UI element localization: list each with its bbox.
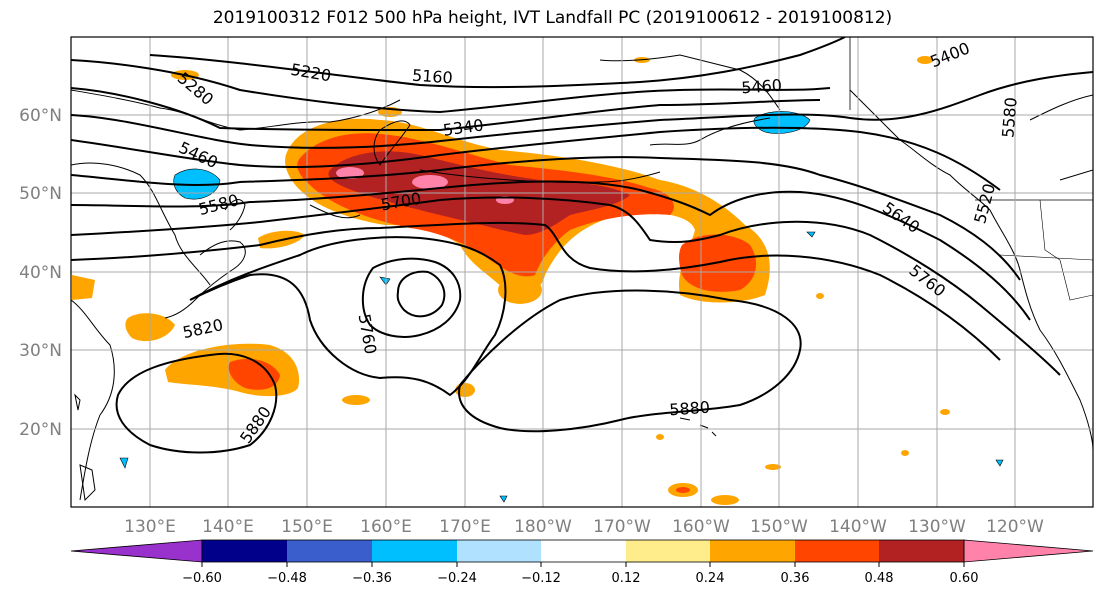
colorbar-segment (879, 540, 964, 562)
map-title: 2019100312 F012 500 hPa height, IVT Land… (212, 8, 893, 28)
lat-label: 50°N (19, 184, 62, 204)
colorbar-extend-right (963, 539, 1094, 563)
lon-label: 150°W (750, 517, 808, 537)
lat-label: 60°N (19, 106, 62, 126)
colorbar-extend-left (70, 539, 203, 563)
contour-label: 5880 (669, 398, 711, 420)
lat-label: 20°N (19, 420, 62, 440)
lon-label: 120°W (986, 517, 1044, 537)
longitude-labels: 130°E 140°E 150°E 160°E 170°E 180°W 170°… (124, 517, 1044, 537)
lat-label: 40°N (19, 263, 62, 283)
colorbar-tick: −0.48 (267, 571, 307, 586)
colorbar-tick: −0.36 (352, 571, 392, 586)
lon-label: 160°W (672, 517, 730, 537)
colorbar-segment (372, 540, 457, 562)
lat-label: 30°N (19, 341, 62, 361)
lon-label: 160°E (360, 517, 412, 537)
colorbar-tick: 0.48 (865, 571, 894, 586)
colorbar-segment (202, 540, 287, 562)
colorbar: −0.60 −0.48 −0.36 −0.24 −0.12 0.12 0.24 … (70, 539, 1094, 586)
colorbar-segment (541, 540, 626, 562)
lon-label: 170°E (439, 517, 491, 537)
colorbar-segment (710, 540, 795, 562)
coastlines (71, 37, 1093, 502)
colorbar-frame (201, 539, 965, 563)
colorbar-tick: −0.24 (437, 571, 477, 586)
lon-label: 140°E (202, 517, 254, 537)
lon-label: 150°E (281, 517, 333, 537)
map-frame (70, 36, 1094, 508)
colorbar-segment (457, 540, 541, 562)
latitude-labels: 60°N 50°N 40°N 30°N 20°N (19, 106, 62, 440)
contour-label: 5580 (998, 96, 1020, 138)
colorbar-tick: 0.24 (696, 571, 725, 586)
colorbar-segment (795, 540, 879, 562)
colorbar-segment (287, 540, 372, 562)
contour-label: 5460 (741, 76, 783, 98)
contour-label: 5160 (411, 66, 453, 88)
lon-label: 180°W (514, 517, 572, 537)
colorbar-segment (626, 540, 710, 562)
height-contours (71, 37, 1093, 454)
colorbar-tick: 0.60 (950, 571, 979, 586)
colorbar-tick: −0.60 (182, 571, 222, 586)
colorbar-tick: 0.12 (612, 571, 641, 586)
colorbar-tick: 0.36 (781, 571, 810, 586)
colorbar-tick: −0.12 (521, 571, 561, 586)
graticule (71, 37, 1093, 507)
lon-label: 130°E (124, 517, 176, 537)
lon-label: 170°W (593, 517, 651, 537)
lon-label: 130°W (908, 517, 966, 537)
lon-label: 140°W (829, 517, 887, 537)
